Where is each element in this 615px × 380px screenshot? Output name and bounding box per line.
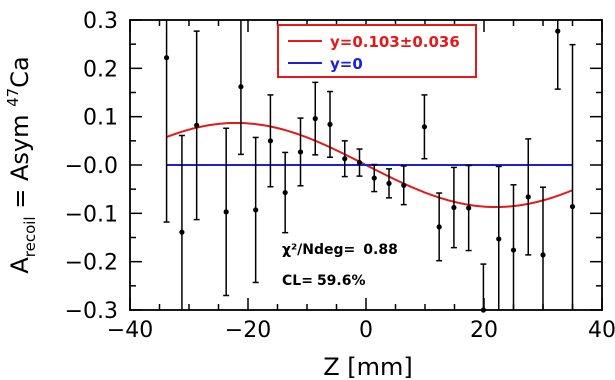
- chi2-label: χ²/Ndeg=: [282, 242, 355, 258]
- data-point: [327, 90, 334, 159]
- series-lines: [166, 121, 573, 209]
- y-axis-label: Arecoil = Asym 47Ca: [4, 56, 39, 273]
- point-marker: [401, 182, 407, 188]
- y-label-mid: = Asym: [6, 107, 34, 217]
- point-marker: [163, 55, 170, 61]
- data-point: [163, 20, 170, 223]
- chi2-annotation: χ²/Ndeg= 0.88: [282, 242, 398, 258]
- x-tick-label: −20: [225, 318, 271, 343]
- data-point: [178, 134, 185, 310]
- data-point: [252, 136, 259, 284]
- point-marker: [496, 236, 502, 242]
- data-point: [510, 184, 517, 310]
- data-point: [436, 192, 443, 262]
- axis-ticks: [129, 19, 603, 311]
- y-label-superscript: 47: [4, 88, 22, 107]
- data-point: [223, 127, 230, 297]
- data-point: [237, 20, 244, 156]
- data-point: [569, 43, 576, 310]
- x-tick-label: 20: [470, 318, 498, 343]
- point-marker: [223, 209, 229, 215]
- y-tick-label: −0.1: [65, 202, 118, 227]
- point-marker: [421, 124, 428, 130]
- point-marker: [356, 159, 363, 166]
- data-point: [386, 168, 393, 199]
- data-points: [163, 20, 576, 313]
- y-tick-label: 0.3: [83, 9, 118, 34]
- data-point: [465, 164, 472, 252]
- legend-zero-label: y=0: [330, 55, 363, 73]
- y-tick-label: −0.3: [65, 299, 118, 324]
- y-label-subscript: recoil: [21, 216, 39, 257]
- y-tick-label: −0.0: [65, 154, 118, 179]
- data-point: [282, 151, 289, 234]
- legend: y=0.103±0.036 y=0: [277, 24, 477, 78]
- legend-box: [277, 24, 477, 78]
- y-tick-label: 0.2: [83, 57, 118, 82]
- y-label-element: Ca: [6, 56, 34, 87]
- point-marker: [436, 224, 442, 230]
- point-marker: [480, 307, 487, 313]
- data-point: [540, 186, 546, 310]
- point-marker: [342, 156, 348, 162]
- data-point: [341, 140, 348, 178]
- data-point: [480, 263, 487, 313]
- fit-curve: [166, 121, 573, 209]
- point-marker: [510, 247, 517, 253]
- data-point: [554, 20, 561, 90]
- x-tick-label: 0: [359, 318, 373, 343]
- data-point: [450, 166, 457, 249]
- data-point: [297, 117, 304, 187]
- point-marker: [525, 194, 531, 200]
- x-tick-label: 40: [588, 318, 615, 343]
- chi2-value: 0.88: [363, 242, 398, 258]
- data-point: [495, 165, 502, 310]
- cl-label: CL=: [282, 273, 313, 289]
- data-point: [400, 165, 407, 206]
- data-point: [371, 163, 378, 193]
- x-tick-labels: −40 −20 0 20 40: [107, 318, 615, 343]
- point-marker: [238, 84, 244, 90]
- point-marker: [371, 175, 377, 181]
- point-marker: [451, 204, 457, 211]
- point-marker: [267, 138, 274, 144]
- cl-annotation: CL= 59.6%: [282, 273, 366, 289]
- data-point: [267, 94, 274, 188]
- data-point: [193, 30, 200, 221]
- point-marker: [540, 252, 546, 258]
- data-point: [356, 148, 363, 177]
- point-marker: [466, 205, 472, 211]
- y-tick-label: −0.2: [65, 251, 118, 276]
- y-tick-labels: −0.3 −0.2 −0.1 −0.0 0.1 0.2 0.3: [65, 9, 118, 324]
- point-marker: [555, 28, 561, 34]
- point-marker: [253, 207, 259, 213]
- y-tick-label: 0.1: [83, 106, 118, 131]
- cl-value: 59.6%: [317, 273, 366, 289]
- point-marker: [569, 203, 576, 210]
- y-label-main: A: [6, 257, 34, 274]
- point-marker: [282, 189, 288, 196]
- data-point: [525, 138, 532, 256]
- x-axis-label: Z [mm]: [323, 353, 413, 380]
- x-tick-label: −40: [107, 318, 153, 343]
- point-marker: [386, 180, 392, 186]
- point-marker: [312, 116, 318, 122]
- point-marker: [297, 149, 304, 155]
- data-point: [312, 81, 319, 156]
- legend-fit-label: y=0.103±0.036: [330, 33, 460, 51]
- point-marker: [327, 121, 333, 127]
- point-marker: [179, 229, 185, 235]
- data-point: [421, 94, 428, 160]
- point-marker: [194, 122, 200, 128]
